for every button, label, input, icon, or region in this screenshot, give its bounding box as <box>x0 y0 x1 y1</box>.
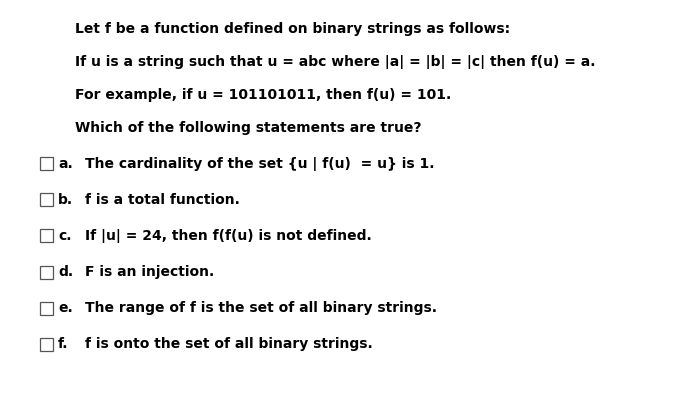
Text: e.: e. <box>58 301 73 315</box>
Bar <box>40 229 53 242</box>
Text: For example, if u = 101101011, then f(u) = 101.: For example, if u = 101101011, then f(u)… <box>75 88 451 102</box>
Text: b.: b. <box>58 193 73 207</box>
Text: Let f be a function defined on binary strings as follows:: Let f be a function defined on binary st… <box>75 22 510 36</box>
Text: The range of f is the set of all binary strings.: The range of f is the set of all binary … <box>85 301 437 315</box>
Text: Which of the following statements are true?: Which of the following statements are tr… <box>75 121 421 135</box>
Text: f is a total function.: f is a total function. <box>85 193 240 207</box>
Bar <box>40 157 53 171</box>
Bar <box>40 302 53 314</box>
Bar <box>40 337 53 351</box>
Text: f.: f. <box>58 337 68 351</box>
Text: If |u| = 24, then f(f(u) is not defined.: If |u| = 24, then f(f(u) is not defined. <box>85 229 371 243</box>
Text: If u is a string such that u = abc where |a| = |b| = |c| then f(u) = a.: If u is a string such that u = abc where… <box>75 55 596 69</box>
Text: f is onto the set of all binary strings.: f is onto the set of all binary strings. <box>85 337 373 351</box>
Text: F is an injection.: F is an injection. <box>85 265 214 279</box>
Text: c.: c. <box>58 229 72 243</box>
Text: a.: a. <box>58 157 73 171</box>
Bar <box>40 266 53 279</box>
Text: The cardinality of the set {u | f(u)  = u} is 1.: The cardinality of the set {u | f(u) = u… <box>85 157 434 171</box>
Text: d.: d. <box>58 265 73 279</box>
Bar <box>40 194 53 206</box>
